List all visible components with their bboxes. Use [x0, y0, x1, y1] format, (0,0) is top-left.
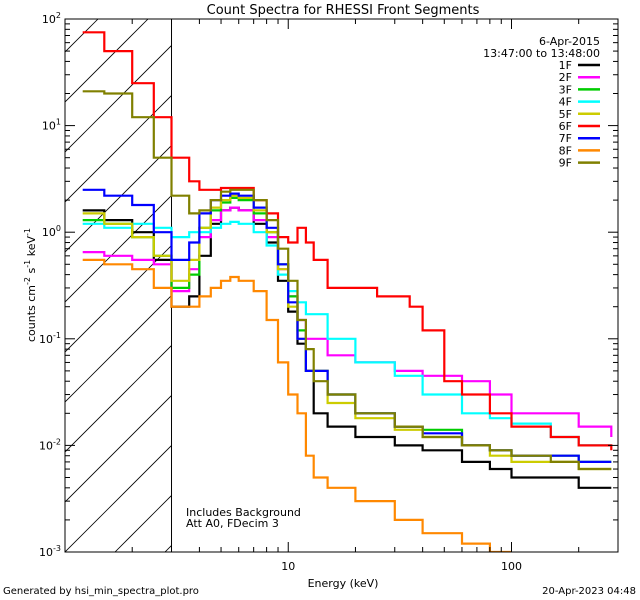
hatch-line [65, 19, 149, 103]
hatch-line [65, 444, 172, 552]
x-tick-label-10: 10 [281, 560, 295, 573]
legend-label-4F: 4F [559, 96, 572, 109]
series-group [82, 31, 613, 552]
legend-label-2F: 2F [559, 71, 572, 84]
generated-by-label: Generated by hsi_min_spectra_plot.pro [3, 586, 199, 597]
chart-title: Count Spectra for RHESSI Front Segments [207, 3, 480, 18]
series-line-1F [82, 206, 612, 489]
series-line-5F [82, 194, 612, 471]
footer-timestamp: 20-Apr-2023 04:48 [542, 586, 636, 597]
axis-ticks [64, 18, 619, 553]
annotation-background: Includes Background [186, 506, 301, 519]
time-range-label: 13:47:00 to 13:48:00 [483, 47, 600, 60]
series-line-7F [82, 188, 612, 463]
hatch-line [65, 394, 172, 503]
y-tick-label-1e0: 100 [42, 224, 61, 239]
hatch-line [65, 244, 172, 353]
hatch-line [65, 144, 172, 253]
series-line-3F [82, 196, 612, 463]
series-line-9F [82, 90, 612, 471]
legend-label-9F: 9F [559, 157, 572, 170]
hatch-line [65, 44, 172, 153]
plot-frame [64, 18, 619, 553]
legend-label-1F: 1F [559, 59, 572, 72]
series-line-4F [82, 220, 612, 447]
series-line-6F [82, 31, 613, 451]
y-tick-label-1e-3: 10-3 [39, 544, 61, 559]
hatched-region [0, 0, 172, 552]
y-axis-label: counts cm-2 s-1 keV-1 [23, 228, 38, 342]
series-line-8F [82, 258, 512, 552]
x-tick-label-100: 100 [501, 560, 522, 573]
hatch-line [65, 194, 172, 303]
legend-label-6F: 6F [559, 120, 572, 133]
legend-label-5F: 5F [559, 108, 572, 121]
x-axis-label: Energy (keV) [308, 577, 379, 590]
date-label: 6-Apr-2015 [539, 35, 600, 48]
hatch-line [65, 344, 172, 453]
legend-label-3F: 3F [559, 83, 572, 96]
y-tick-labels: 10-3 10-2 10-1 100 101 102 [39, 11, 61, 559]
y-tick-label-1e-2: 10-2 [39, 437, 61, 452]
legend-label-7F: 7F [559, 132, 572, 145]
annotation-attenuator: Att A0, FDecim 3 [186, 517, 279, 530]
y-tick-label-1e1: 101 [42, 118, 61, 133]
legend-label-8F: 8F [559, 144, 572, 157]
y-tick-label-1e-1: 10-1 [39, 331, 61, 346]
hatch-line [0, 0, 25, 552]
y-tick-label-1e2: 102 [42, 11, 61, 26]
hatch-line [65, 19, 99, 53]
